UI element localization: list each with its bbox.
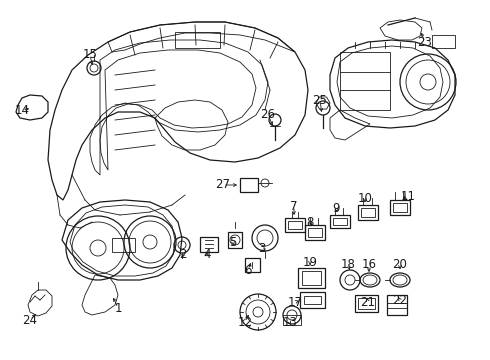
Text: 9: 9 [332,202,340,215]
Text: 13: 13 [283,316,297,329]
Text: 27: 27 [216,179,230,192]
Text: 3: 3 [258,242,266,255]
Text: 6: 6 [244,264,252,276]
Text: 4: 4 [203,248,211,261]
Text: 11: 11 [400,189,416,202]
Text: 22: 22 [392,293,408,306]
Text: 23: 23 [417,36,433,49]
Text: 12: 12 [238,315,252,328]
Text: 1: 1 [114,302,122,315]
Text: 5: 5 [229,235,237,248]
Text: 7: 7 [290,199,298,212]
Text: 24: 24 [23,314,38,327]
Text: 16: 16 [362,258,376,271]
Text: 21: 21 [361,296,375,309]
Text: 15: 15 [82,49,98,62]
Text: 18: 18 [341,258,355,271]
Text: 26: 26 [261,108,275,122]
Text: 25: 25 [313,94,327,107]
Text: 14: 14 [15,104,29,117]
Text: 10: 10 [358,192,372,204]
Text: 19: 19 [302,256,318,269]
Text: 2: 2 [179,248,187,261]
Text: 20: 20 [392,258,408,271]
Text: 17: 17 [288,296,302,309]
Text: 8: 8 [306,216,314,229]
